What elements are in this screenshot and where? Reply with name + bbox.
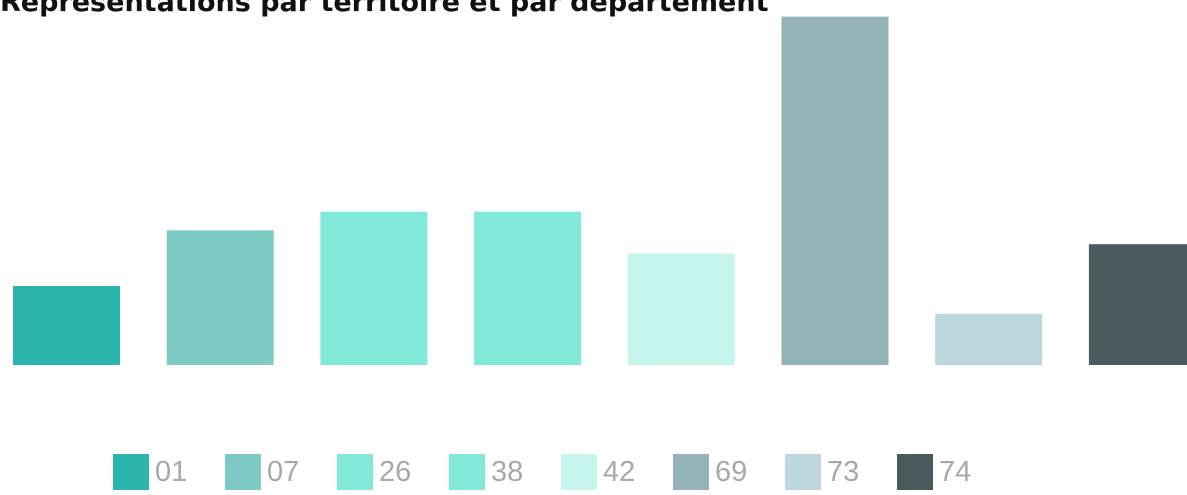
legend-label-73: 73 bbox=[827, 455, 860, 488]
bar-07 bbox=[166, 230, 274, 365]
legend-swatch-26 bbox=[337, 454, 373, 490]
bar-01 bbox=[13, 286, 120, 365]
bar-38 bbox=[474, 211, 582, 365]
legend-item-26[interactable]: 26 bbox=[337, 449, 411, 495]
legend-swatch-07 bbox=[225, 454, 261, 490]
legend-item-01[interactable]: 01 bbox=[113, 449, 187, 495]
bar-26 bbox=[320, 211, 428, 365]
legend-item-07[interactable]: 07 bbox=[225, 449, 299, 495]
legend-swatch-74 bbox=[897, 454, 933, 490]
legend-label-69: 69 bbox=[715, 455, 748, 488]
legend-swatch-42 bbox=[561, 454, 597, 490]
legend-item-74[interactable]: 74 bbox=[897, 449, 971, 495]
legend-label-01: 01 bbox=[155, 455, 188, 488]
legend-item-42[interactable]: 42 bbox=[561, 449, 635, 495]
legend-item-38[interactable]: 38 bbox=[449, 449, 523, 495]
bar-69 bbox=[781, 16, 889, 365]
chart-legend: 01 07 26 38 42 69 73 74 bbox=[0, 449, 1187, 495]
bar-73 bbox=[935, 313, 1043, 365]
legend-label-07: 07 bbox=[267, 455, 300, 488]
legend-label-26: 26 bbox=[379, 455, 412, 488]
legend-label-38: 38 bbox=[491, 455, 524, 488]
legend-label-42: 42 bbox=[603, 455, 636, 488]
bar-74 bbox=[1088, 244, 1187, 365]
legend-swatch-69 bbox=[673, 454, 709, 490]
legend-item-69[interactable]: 69 bbox=[673, 449, 747, 495]
legend-item-73[interactable]: 73 bbox=[785, 449, 859, 495]
bar-chart bbox=[13, 16, 1187, 365]
legend-swatch-01 bbox=[113, 454, 149, 490]
chart-title: Représentations par territoire et par dé… bbox=[0, 0, 769, 18]
legend-swatch-38 bbox=[449, 454, 485, 490]
legend-label-74: 74 bbox=[939, 455, 972, 488]
bar-42 bbox=[627, 253, 735, 365]
legend-swatch-73 bbox=[785, 454, 821, 490]
